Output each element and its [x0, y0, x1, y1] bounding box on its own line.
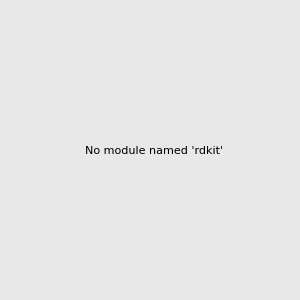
Text: No module named 'rdkit': No module named 'rdkit'	[85, 146, 223, 157]
